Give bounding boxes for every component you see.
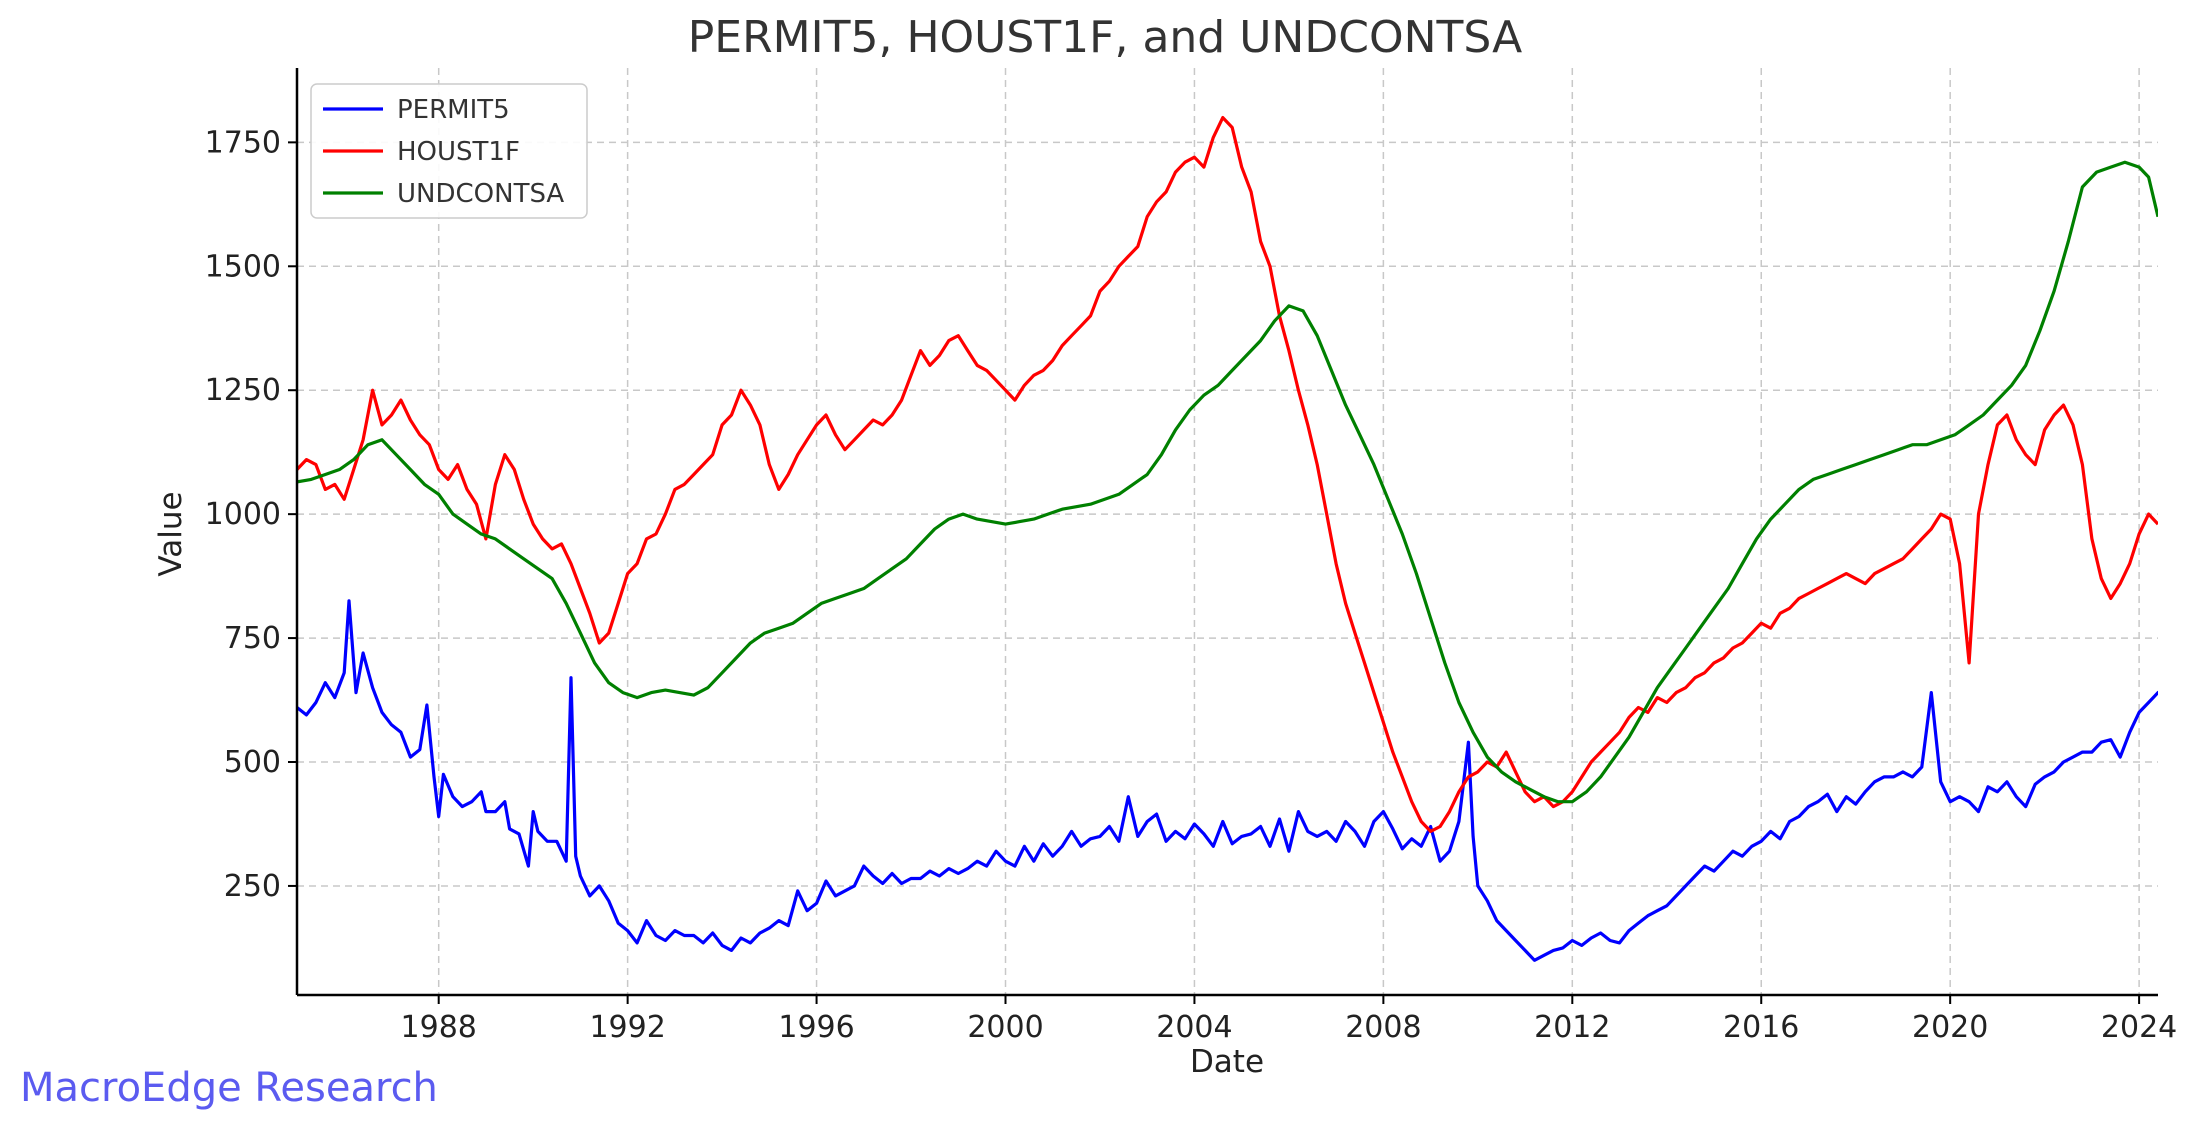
- y-tick-label: 500: [224, 745, 281, 780]
- x-tick-label: 2012: [1534, 1010, 1610, 1045]
- legend-box: [310, 83, 588, 219]
- y-tick-label: 1250: [205, 373, 281, 408]
- axes: [288, 68, 2158, 1004]
- x-tick-label: 2000: [967, 1010, 1043, 1045]
- legend-label: UNDCONTSA: [397, 179, 564, 209]
- series-lines: [297, 116, 2158, 962]
- chart-title: PERMIT5, HOUST1F, and UNDCONTSA: [688, 12, 1522, 63]
- y-tick-label: 1500: [205, 249, 281, 284]
- y-axis-label: Value: [153, 491, 189, 576]
- x-axis-label: Date: [1190, 1044, 1264, 1080]
- legend-label: HOUST1F: [397, 137, 520, 167]
- x-tick-label: 2008: [1345, 1010, 1421, 1045]
- legend: PERMIT5 HOUST1F UNDCONTSA: [310, 83, 588, 219]
- x-tick-label: 1996: [778, 1010, 854, 1045]
- y-tick-label: 750: [224, 621, 281, 656]
- x-tick-label: 2024: [2101, 1010, 2177, 1045]
- series-line-houst1f: [297, 116, 2158, 833]
- tick-labels: 1988 1992 1996 2000 2004 2008 2012 2016 2020 2024…: [205, 125, 2178, 1045]
- x-tick-label: 2016: [1723, 1010, 1799, 1045]
- series-line-undcontsa: [297, 160, 2158, 804]
- x-tick-label: 2020: [1912, 1010, 1988, 1045]
- legend-label: PERMIT5: [397, 95, 510, 125]
- series-line-permit5: [297, 599, 2158, 962]
- watermark-text: MacroEdge Research: [20, 1065, 438, 1111]
- y-tick-label: 250: [224, 869, 281, 904]
- y-tick-label: 1000: [205, 497, 281, 532]
- y-tick-label: 1750: [205, 125, 281, 160]
- x-tick-label: 1988: [401, 1010, 477, 1045]
- x-tick-label: 2004: [1156, 1010, 1232, 1045]
- x-tick-label: 1992: [589, 1010, 665, 1045]
